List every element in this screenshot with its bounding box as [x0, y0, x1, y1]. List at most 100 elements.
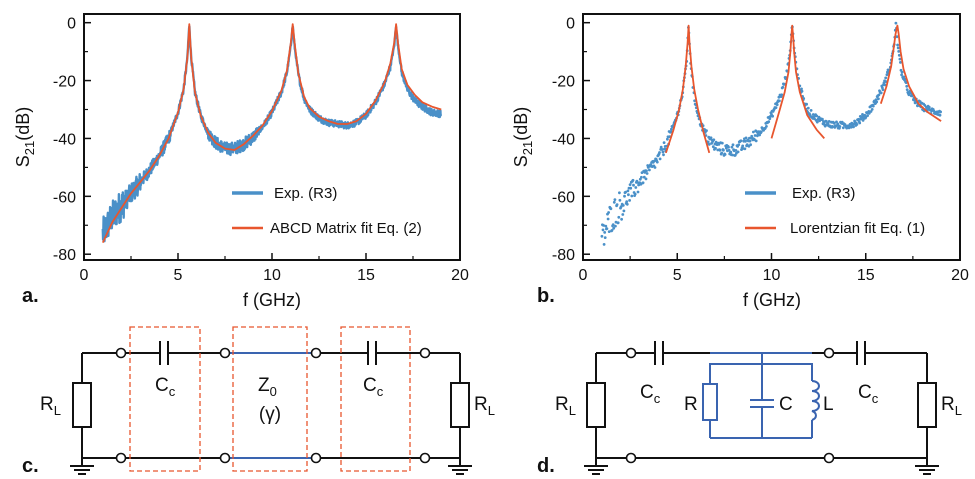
circuit-c-label-coupler-left: Cc [155, 375, 176, 399]
series-exp-point [866, 114, 869, 117]
series-exp-point [604, 224, 608, 228]
x-tick-label: 10 [763, 267, 781, 284]
circuit-d-inductor [811, 380, 820, 421]
series-exp-point [632, 183, 635, 187]
circuit-d-label-load-right: RL [941, 394, 962, 418]
node-terminal [310, 452, 322, 464]
series-exp-point [659, 145, 663, 149]
node-terminal [625, 347, 637, 359]
series-exp-point [633, 192, 637, 196]
series-exp-point [736, 150, 740, 154]
y-tick-label: -60 [53, 189, 76, 206]
circuit-c-label-propagation: (γ) [259, 404, 281, 425]
series-exp-point [754, 139, 758, 143]
series-exp-point [602, 243, 606, 246]
series-exp-point [900, 73, 903, 77]
series-exp-point [611, 223, 615, 227]
node-terminal [310, 347, 322, 359]
chart-a-legend-fit: ABCD Matrix fit Eq. (2) [270, 220, 422, 237]
series-exp-point [718, 148, 722, 152]
series-exp-point [630, 194, 634, 198]
circuit-c-label-load-left: RL [40, 394, 61, 418]
series-exp-point [624, 190, 627, 194]
series-exp-point [867, 111, 871, 115]
node-terminal [419, 452, 431, 464]
series-exp-point [714, 140, 718, 144]
series-exp-point [874, 98, 878, 102]
series-exp-line [101, 25, 443, 243]
series-exp-point [731, 143, 735, 147]
series-exp-point [927, 105, 931, 109]
series-exp-point [648, 168, 651, 172]
y-tick-label: -40 [552, 131, 575, 148]
series-exp-point [821, 117, 824, 121]
series-exp-point [879, 91, 883, 95]
series-exp-point [767, 120, 771, 124]
series-exp-point [628, 199, 631, 202]
series-exp-point [705, 129, 708, 133]
series-exp-point [838, 125, 842, 128]
series-exp-point [717, 143, 721, 146]
chart-a-xlabel: f (GHz) [243, 290, 301, 310]
series-exp-point [636, 181, 639, 184]
chart-b: 0 5 10 15 20 0 -20 -40 -60 -80 f (GHz) S21(dB) Ex… [511, 13, 969, 310]
node-terminal [419, 347, 431, 359]
series-exp-point [693, 99, 696, 103]
circuit-c-box-middle [232, 326, 308, 472]
panel-label-b: b. [537, 285, 555, 307]
series-exp-point [805, 102, 808, 106]
series-exp-point [815, 120, 819, 124]
series-exp-point [898, 57, 902, 61]
y-tick-label: -80 [552, 247, 575, 264]
series-exp-point [894, 21, 898, 25]
series-exp-point [897, 53, 901, 57]
series-exp-point [653, 166, 657, 169]
series-exp-point [775, 103, 779, 107]
series-exp-point [756, 134, 759, 138]
series-exp-point [644, 177, 648, 181]
series-exp-point [621, 204, 625, 207]
series-exp-point [870, 108, 874, 111]
series-exp-point [618, 191, 621, 195]
series-exp-point [902, 75, 906, 79]
series-exp-point [616, 221, 620, 225]
x-tick-label: 15 [357, 267, 375, 284]
series-fit-segment [879, 24, 942, 122]
node-terminal [115, 452, 127, 464]
circuit-c-label-coupler-right: Cc [363, 375, 384, 399]
series-exp-point [765, 125, 768, 128]
series-exp-point [613, 198, 617, 202]
x-tick-label: 5 [673, 267, 682, 284]
series-exp-point [625, 202, 629, 206]
x-tick-label: 10 [263, 267, 281, 284]
series-exp-point [631, 178, 635, 182]
series-exp-point [658, 157, 662, 161]
chart-b-ylabel: S21(dB) [511, 107, 535, 168]
chart-a-legend: Exp. (R3) ABCD Matrix fit Eq. (2) [232, 185, 422, 237]
y-tick-label: -20 [552, 74, 575, 91]
y-tick-label: -20 [53, 74, 76, 91]
series-exp-point [771, 114, 774, 118]
series-exp-point [662, 141, 666, 145]
node-terminal [625, 452, 637, 464]
series-exp-point [623, 194, 626, 198]
circuit-c-nodes [115, 347, 431, 464]
series-exp-point [607, 211, 610, 214]
series-exp-point [602, 224, 605, 227]
series-exp-point [800, 89, 804, 93]
circuit-d-label-capacitor: C [779, 394, 793, 415]
series-exp-point [869, 110, 873, 113]
chart-b-legend-fit: Lorentzian fit Eq. (1) [790, 220, 925, 237]
circuit-c-transmission-line [228, 352, 313, 459]
series-exp-point [871, 104, 875, 108]
series-exp-point [768, 117, 772, 121]
series-exp-point [615, 203, 619, 207]
series-exp-point [636, 190, 640, 194]
chart-b-plot-area [600, 21, 942, 246]
y-tick-label: -60 [552, 189, 575, 206]
series-exp-point [880, 86, 884, 89]
series-exp-point [712, 138, 716, 142]
series-exp-point [605, 227, 609, 231]
series-exp-point [857, 117, 860, 121]
series-exp-point [706, 140, 710, 144]
